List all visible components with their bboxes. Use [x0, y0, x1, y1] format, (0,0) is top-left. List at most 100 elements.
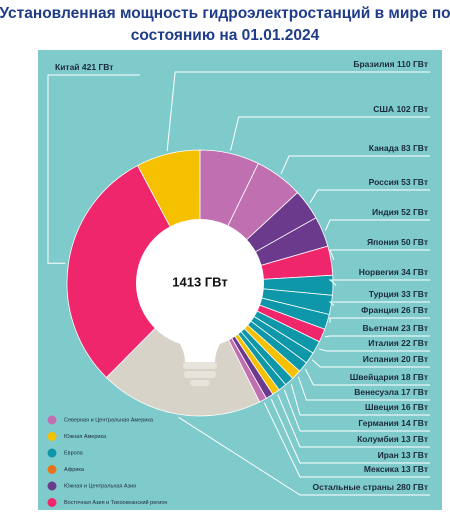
legend-swatch [47, 481, 57, 491]
category-name: Италия [368, 338, 399, 348]
leader-line [304, 368, 430, 386]
leader-line [166, 71, 430, 152]
chart-title: Установленная мощность гидроэлектростанц… [0, 5, 450, 44]
category-name: Остальные страны [313, 482, 395, 492]
slice-label: Вьетнам 23 ГВт [363, 323, 429, 333]
value-label: 16 ГВт [401, 402, 428, 412]
leader-line [309, 189, 430, 204]
category-name: Индия [372, 207, 399, 217]
category-name: Колумбия [357, 434, 399, 444]
category-name: Турция [369, 289, 399, 299]
legend-swatch [47, 415, 57, 425]
category-name: Канада [369, 143, 399, 153]
bulb-base [184, 371, 216, 378]
slice-label: Россия 53 ГВт [369, 177, 428, 187]
value-label: 14 ГВт [401, 418, 428, 428]
leader-line [311, 359, 430, 368]
category-name: США [373, 104, 394, 114]
slice-label: Остальные страны 280 ГВт [313, 482, 428, 492]
bulb-base [190, 380, 210, 386]
legend-swatch [47, 448, 57, 458]
bulb-glass [136, 219, 264, 347]
category-name: Испания [363, 354, 399, 364]
leader-line [178, 416, 430, 496]
leader-line [47, 74, 140, 264]
legend-swatch [47, 432, 57, 441]
title-line: Установленная мощность гидроэлектростанц… [0, 5, 450, 22]
leader-line [277, 394, 430, 448]
leader-line [283, 389, 430, 432]
leader-line [290, 383, 430, 416]
leader-line [263, 402, 430, 478]
value-label: 53 ГВт [401, 177, 428, 187]
slice-label: Иран 13 ГВт [378, 450, 428, 460]
value-label: 13 ГВт [401, 434, 428, 444]
slice-label: Германия 14 ГВт [358, 418, 428, 428]
center-label: 1413 ГВт [172, 274, 228, 289]
leader-line [328, 279, 430, 286]
bulb [136, 219, 264, 386]
category-name: Вьетнам [363, 323, 399, 333]
value-label: 280 ГВт [396, 482, 428, 492]
legend-label: Южная Америка [64, 434, 107, 440]
slice-label: Бразилия 110 ГВт [353, 59, 428, 69]
value-label: 26 ГВт [401, 305, 428, 315]
slice-label: Венесуэла 17 ГВт [354, 387, 428, 397]
leader-line [270, 398, 430, 464]
category-name: Китай [55, 62, 80, 72]
leader-line [318, 348, 430, 352]
value-label: 23 ГВт [401, 323, 428, 333]
bulb-base [183, 362, 217, 369]
slice-label: США 102 ГВт [373, 104, 428, 114]
leader-line [329, 317, 430, 323]
legend-label: Северная и Центральная Америка [64, 417, 154, 423]
value-label: 34 ГВт [401, 267, 428, 277]
category-name: Мексика [364, 464, 399, 474]
category-name: Франция [361, 305, 399, 315]
legend-swatch [47, 498, 57, 507]
slice-label: Турция 33 ГВт [369, 289, 428, 299]
value-label: 18 ГВт [401, 372, 428, 382]
legend: Северная и Центральная Америка Южная Амер… [47, 415, 167, 507]
value-label: 13 ГВт [401, 450, 428, 460]
category-name: Япония [367, 237, 399, 247]
value-label: 13 ГВт [401, 464, 428, 474]
slice-label: Китай 421 ГВт [55, 62, 113, 72]
slice-label: Швеция 16 ГВт [365, 402, 428, 412]
value-label: 110 ГВт [397, 59, 428, 69]
leader-line [324, 335, 430, 338]
value-label: 421 ГВт [82, 62, 114, 72]
legend-label: Восточная Азия и Тихоокеанский регион [64, 499, 167, 506]
slice-label: Швейцария 18 ГВт [350, 372, 428, 382]
category-name: Германия [358, 418, 398, 428]
legend-swatch [47, 465, 57, 474]
category-name: Норвегия [359, 267, 399, 277]
leader-line [324, 219, 430, 231]
slice-label: Мексика 13 ГВт [364, 464, 428, 474]
value-label: 50 ГВт [401, 237, 428, 247]
bulb-neck [168, 330, 232, 362]
slice-label: Италия 22 ГВт [368, 338, 428, 348]
value-label: 83 ГВт [401, 143, 428, 153]
category-name: Россия [369, 177, 399, 187]
slice [66, 165, 201, 379]
leader-line [280, 155, 430, 175]
slice-label: Индия 52 ГВт [372, 207, 428, 217]
category-name: Иран [378, 450, 399, 460]
leader-line [329, 249, 430, 261]
category-name: Швейцария [350, 372, 399, 382]
leader-line [328, 301, 430, 306]
category-name: Швеция [365, 402, 399, 412]
title-line: состоянию на 01.01.2024 [131, 27, 320, 44]
legend-label: Африка [64, 467, 85, 473]
slice-label: Франция 26 ГВт [361, 305, 428, 315]
slice-label: Норвегия 34 ГВт [359, 267, 428, 277]
value-label: 52 ГВт [401, 207, 428, 217]
value-label: 17 ГВт [401, 387, 428, 397]
value-label: 22 ГВт [401, 338, 428, 348]
slice-label: Колумбия 13 ГВт [357, 434, 428, 444]
value-label: 33 ГВт [401, 289, 428, 299]
category-name: Венесуэла [354, 387, 399, 397]
leader-line [297, 376, 430, 401]
